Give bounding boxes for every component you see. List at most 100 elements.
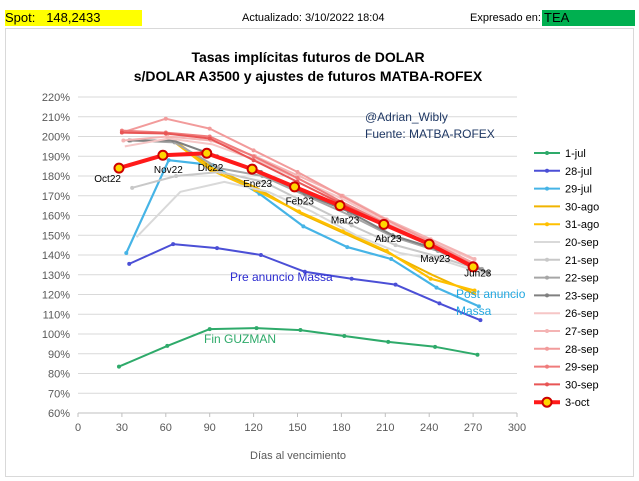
data-point — [130, 185, 135, 190]
legend-item: 23-sep — [534, 290, 599, 302]
legend-label: 30-ago — [565, 201, 599, 213]
data-point — [157, 149, 169, 161]
data-point — [378, 218, 390, 230]
legend-marker — [545, 257, 549, 262]
data-point — [246, 163, 258, 175]
series-line — [166, 135, 475, 292]
legend-label: 26-sep — [565, 308, 599, 320]
point-labels: Oct22 Nov22 Dic22 Ene23 Feb23 Mar23 Abr23 May23… — [94, 163, 491, 280]
data-point — [390, 233, 395, 238]
chart-title: Tasas implícitas futuros de DOLAR — [191, 49, 424, 65]
legend-label: 1-jul — [565, 148, 586, 160]
legend-item: 27-sep — [534, 326, 599, 338]
legend-marker — [545, 329, 549, 333]
data-point — [261, 179, 266, 184]
series-3-oct — [113, 147, 479, 273]
legend-marker — [545, 382, 549, 387]
data-point — [302, 269, 307, 274]
legend-marker — [545, 186, 549, 191]
data-point — [475, 352, 480, 357]
legend-item: 20-sep — [534, 237, 599, 249]
data-point — [116, 364, 121, 369]
point-label: Jun23 — [464, 269, 492, 280]
updated-value: 3/10/2022 18:04 — [305, 12, 385, 24]
data-point — [437, 254, 442, 259]
series-line — [125, 159, 480, 308]
legend-item: 26-sep — [534, 308, 599, 320]
data-point — [121, 138, 126, 143]
updated-info: Actualizado: 3/10/2022 18:04 — [242, 12, 385, 24]
data-point — [437, 301, 442, 306]
data-point — [345, 245, 350, 250]
legend: 1-jul 28-jul 29-jul 30-ago 31-ago 20-sep 21-se… — [534, 148, 599, 409]
legend-label: 3-oct — [565, 397, 589, 409]
data-point — [296, 209, 301, 214]
y-tick-label: 120% — [42, 290, 70, 302]
point-label: May23 — [420, 254, 450, 265]
y-axis: 60% 70% 80% 90% 100% 110% 120% 130% 140% 150% 160%… — [42, 92, 70, 420]
data-point — [393, 282, 398, 287]
y-tick-label: 180% — [42, 171, 70, 183]
data-point — [119, 130, 124, 135]
legend-label: 21-sep — [565, 255, 599, 267]
y-tick-label: 160% — [42, 211, 70, 223]
x-tick-label: 210 — [376, 422, 394, 434]
data-point — [334, 200, 346, 212]
spot-box: Spot: 148,2433 — [5, 10, 142, 26]
point-label: Feb23 — [286, 197, 315, 208]
legend-marker — [545, 168, 549, 173]
data-point — [423, 238, 435, 250]
x-tick-label: 120 — [244, 422, 262, 434]
x-tick-label: 240 — [420, 422, 438, 434]
data-point — [254, 326, 259, 331]
legend-marker — [545, 151, 549, 155]
data-point — [467, 261, 479, 273]
series-29-jul — [124, 158, 481, 309]
y-tick-label: 190% — [42, 151, 70, 163]
y-tick-label: 150% — [42, 230, 70, 242]
y-tick-label: 210% — [42, 112, 70, 124]
legend-marker — [545, 293, 549, 298]
legend-label: 28-sep — [565, 344, 599, 356]
legend-label: 27-sep — [565, 326, 599, 338]
pre-massa-annotation: Pre anuncio Massa — [230, 270, 333, 284]
expressed-label: Expresado en: — [470, 12, 541, 24]
author-annotation: @Adrian_Wibly — [365, 110, 448, 124]
y-tick-label: 60% — [48, 408, 70, 420]
legend-item: 21-sep — [534, 255, 599, 267]
legend-label: 30-sep — [565, 379, 599, 391]
data-point — [207, 126, 212, 131]
data-point — [217, 170, 222, 175]
series-1-jul — [116, 326, 480, 369]
data-point — [127, 261, 132, 266]
x-tick-label: 150 — [288, 422, 306, 434]
legend-marker — [541, 396, 553, 408]
y-tick-label: 200% — [42, 132, 70, 144]
legend-item: 30-ago — [534, 201, 599, 213]
data-point — [295, 170, 300, 175]
point-label: Ene23 — [243, 179, 272, 190]
x-tick-label: 30 — [116, 422, 128, 434]
y-tick-label: 170% — [42, 191, 70, 203]
y-tick-label: 80% — [48, 369, 70, 381]
data-point — [209, 168, 214, 173]
data-point — [163, 116, 168, 121]
series-31-ago — [165, 134, 477, 293]
point-label: Abr23 — [375, 234, 402, 245]
data-point — [201, 147, 213, 159]
data-point — [113, 162, 125, 174]
y-tick-label: 70% — [48, 388, 70, 400]
y-tick-label: 130% — [42, 270, 70, 282]
fin-guzman-annotation: Fin GUZMAN — [204, 332, 276, 346]
data-point — [349, 276, 354, 281]
data-point — [384, 249, 389, 254]
legend-label: 31-ago — [565, 219, 599, 231]
updated-label: Actualizado: — [242, 12, 302, 24]
x-tick-label: 180 — [332, 422, 350, 434]
y-tick-label: 100% — [42, 329, 70, 341]
data-point — [251, 154, 256, 159]
series-group — [113, 116, 490, 369]
x-axis: 0 30 60 90 120 150 180 210 240 270 300 — [75, 412, 526, 434]
data-point — [478, 318, 483, 323]
series-20-sep — [135, 180, 489, 276]
